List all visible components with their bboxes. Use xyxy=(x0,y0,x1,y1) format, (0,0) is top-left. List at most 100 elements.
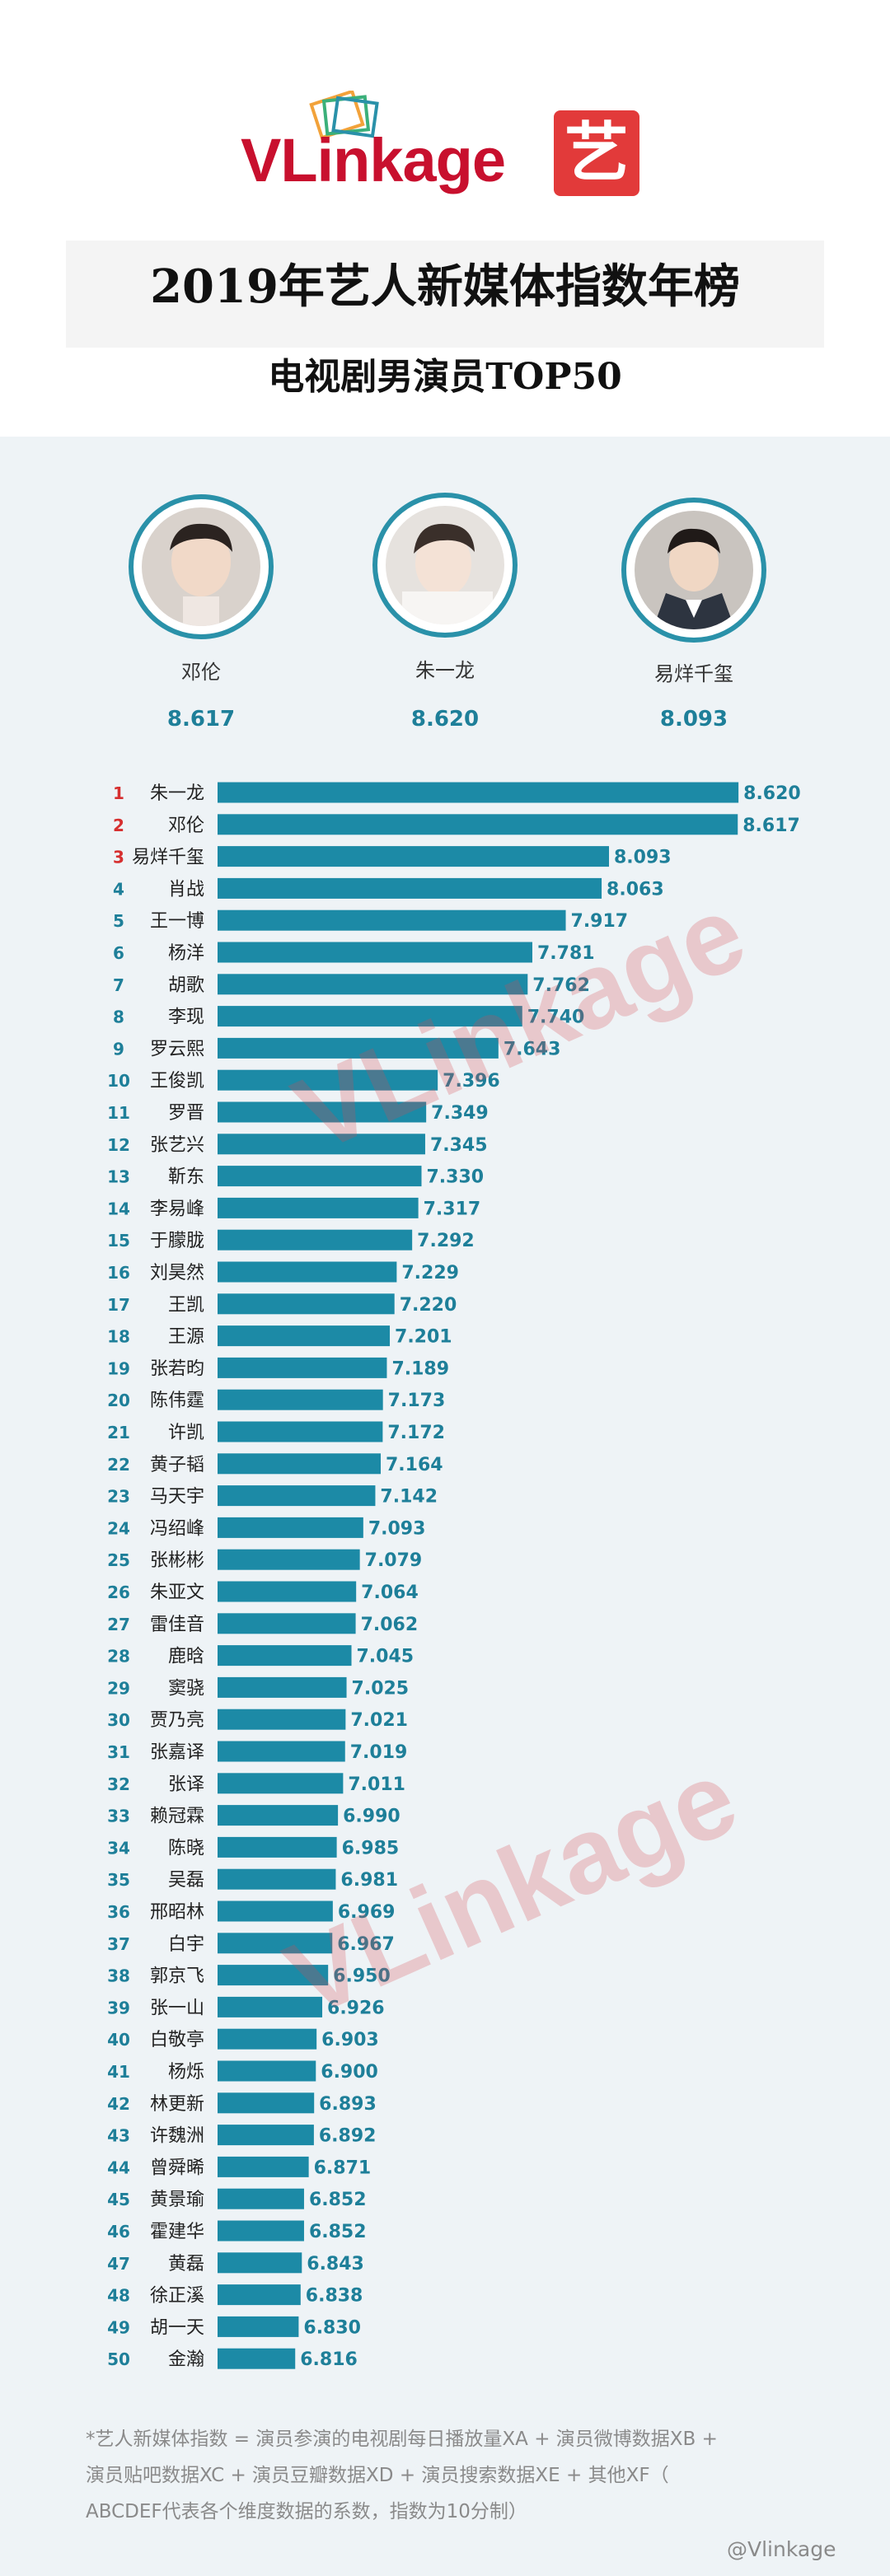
page-subtitle: 电视剧男演员TOP50 xyxy=(268,356,622,398)
bar xyxy=(218,1389,383,1410)
value-label: 7.330 xyxy=(426,1167,484,1188)
category-label: 林更新 xyxy=(150,2094,204,2115)
rank-label: 3 xyxy=(113,848,124,867)
bar xyxy=(218,974,528,995)
rank-label: 12 xyxy=(107,1135,130,1155)
value-label: 6.852 xyxy=(309,2222,367,2242)
rank-label: 46 xyxy=(107,2222,130,2242)
category-label: 肖战 xyxy=(168,879,204,900)
bar xyxy=(218,1293,395,1315)
top1-name: 朱一龙 xyxy=(415,659,475,682)
footnote-line-3: ABCDEF代表各个维度数据的系数，指数为10分制） xyxy=(86,2501,527,2522)
bar xyxy=(218,2092,315,2114)
bar xyxy=(218,1357,387,1378)
value-label: 6.838 xyxy=(306,2286,363,2307)
value-label: 7.220 xyxy=(400,1295,457,1316)
category-label: 王俊凯 xyxy=(150,1071,204,1092)
bar xyxy=(218,2252,302,2274)
bar xyxy=(218,2028,317,2050)
value-label: 7.142 xyxy=(380,1487,438,1508)
rank-label: 1 xyxy=(113,783,124,803)
logo-rest: Linkage xyxy=(280,126,506,194)
bar xyxy=(218,2156,309,2177)
avatar-2nd xyxy=(129,494,274,639)
rank-label: 47 xyxy=(107,2254,130,2274)
category-label: 许魏洲 xyxy=(150,2126,204,2147)
value-label: 7.079 xyxy=(365,1550,423,1571)
value-label: 8.617 xyxy=(742,816,800,836)
category-label: 吴磊 xyxy=(168,1870,204,1891)
bar xyxy=(218,1900,333,1922)
category-label: 张彬彬 xyxy=(150,1550,204,1571)
bar xyxy=(218,942,532,963)
category-label: 罗晋 xyxy=(168,1103,204,1124)
bar xyxy=(218,1517,363,1538)
rank-label: 19 xyxy=(107,1358,130,1378)
category-label: 张译 xyxy=(168,1774,204,1795)
category-label: 霍建华 xyxy=(150,2222,204,2242)
category-label: 曾舜晞 xyxy=(150,2158,204,2178)
category-label: 黄磊 xyxy=(168,2254,204,2274)
bar xyxy=(218,1453,381,1475)
value-label: 7.011 xyxy=(348,1774,405,1795)
top2-score: 8.617 xyxy=(166,707,236,732)
value-label: 8.093 xyxy=(614,848,672,868)
rank-label: 27 xyxy=(107,1615,130,1634)
rank-label: 36 xyxy=(107,1902,130,1922)
category-label: 黄景瑜 xyxy=(150,2190,204,2210)
category-label: 张一山 xyxy=(150,1998,204,2018)
value-label: 7.349 xyxy=(431,1103,489,1124)
value-label: 6.981 xyxy=(340,1870,398,1891)
rank-label: 6 xyxy=(113,943,124,963)
bar xyxy=(218,909,566,931)
avatar-1st-photo xyxy=(386,506,504,624)
bar xyxy=(218,1676,347,1698)
rank-label: 8 xyxy=(113,1007,124,1027)
rank-label: 4 xyxy=(113,879,124,899)
category-label: 窦骁 xyxy=(168,1678,204,1699)
value-label: 7.762 xyxy=(532,975,590,996)
value-label: 8.620 xyxy=(743,783,801,804)
bar xyxy=(218,1197,419,1218)
category-label: 于朦胧 xyxy=(150,1231,204,1251)
value-label: 6.843 xyxy=(307,2254,364,2274)
value-label: 7.164 xyxy=(386,1455,443,1475)
category-label: 王凯 xyxy=(168,1295,204,1316)
rank-label: 35 xyxy=(107,1870,130,1890)
rank-label: 7 xyxy=(113,975,124,995)
rank-label: 39 xyxy=(107,1998,130,2017)
rank-label: 5 xyxy=(113,911,124,931)
rank-label: 31 xyxy=(107,1742,130,1762)
category-label: 王一博 xyxy=(150,911,204,932)
rank-label: 10 xyxy=(107,1071,130,1091)
bar xyxy=(218,2316,299,2337)
value-label: 7.189 xyxy=(391,1358,449,1379)
bar xyxy=(218,2284,301,2306)
value-label: 6.852 xyxy=(309,2190,367,2210)
bar xyxy=(218,1836,337,1858)
bar xyxy=(218,2188,304,2209)
bar xyxy=(218,1006,522,1027)
top2-name: 邓伦 xyxy=(181,661,221,684)
category-label: 张若昀 xyxy=(150,1358,204,1379)
bar xyxy=(218,814,738,835)
category-label: 罗云熙 xyxy=(150,1039,204,1059)
category-label: 郭京飞 xyxy=(150,1966,204,1987)
bar xyxy=(218,2060,316,2082)
bar xyxy=(218,1741,345,1762)
rank-label: 33 xyxy=(107,1807,130,1826)
rank-label: 42 xyxy=(107,2094,130,2114)
value-label: 7.740 xyxy=(527,1007,585,1028)
value-label: 6.967 xyxy=(337,1934,395,1955)
rank-label: 15 xyxy=(107,1231,130,1251)
value-label: 7.781 xyxy=(537,943,595,964)
category-label: 白敬亭 xyxy=(150,2030,204,2050)
weibo-handle: @Vlinkage xyxy=(727,2537,836,2561)
category-label: 雷佳音 xyxy=(150,1615,204,1635)
bar xyxy=(218,1549,360,1570)
rank-label: 2 xyxy=(113,816,124,835)
value-label: 7.201 xyxy=(395,1327,452,1348)
value-label: 6.903 xyxy=(321,2030,379,2050)
value-label: 6.893 xyxy=(319,2094,377,2115)
rank-label: 40 xyxy=(107,2030,130,2050)
